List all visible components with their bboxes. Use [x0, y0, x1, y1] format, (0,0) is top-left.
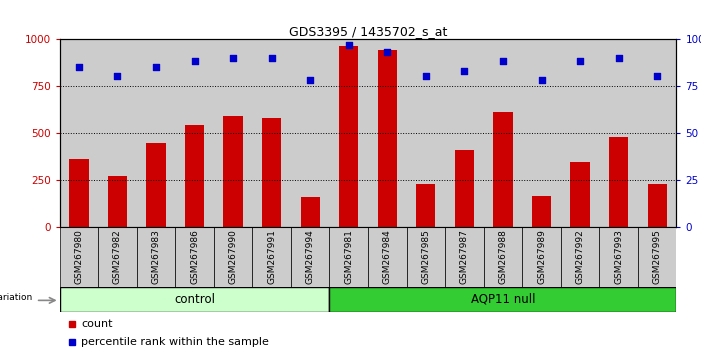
Bar [137, 39, 175, 227]
Text: GSM267994: GSM267994 [306, 230, 315, 284]
Bar [571, 162, 590, 227]
Text: GSM267989: GSM267989 [537, 230, 546, 285]
Bar [561, 39, 599, 227]
Bar [445, 227, 484, 287]
Bar [185, 125, 204, 227]
Bar [599, 227, 638, 287]
Bar [175, 39, 214, 227]
Bar [108, 176, 127, 227]
Text: genotype/variation: genotype/variation [0, 293, 33, 302]
Bar [60, 39, 98, 227]
Bar [98, 227, 137, 287]
Text: GSM267993: GSM267993 [614, 230, 623, 285]
Point [381, 49, 393, 55]
Bar [252, 39, 291, 227]
Point [613, 55, 624, 61]
Bar [368, 227, 407, 287]
Point [111, 74, 123, 79]
Text: GSM267991: GSM267991 [267, 230, 276, 285]
Point [189, 59, 200, 64]
Text: GSM267981: GSM267981 [344, 230, 353, 285]
Bar [416, 184, 435, 227]
Text: GSM267995: GSM267995 [653, 230, 662, 285]
Bar [532, 196, 551, 227]
Bar [69, 159, 88, 227]
Bar [291, 227, 329, 287]
Bar [329, 287, 676, 312]
Text: percentile rank within the sample: percentile rank within the sample [81, 337, 269, 347]
Bar [407, 227, 445, 287]
Bar [224, 116, 243, 227]
Point [266, 55, 278, 61]
Bar [638, 39, 676, 227]
Bar [60, 287, 329, 312]
Bar [368, 39, 407, 227]
Bar [638, 227, 676, 287]
Bar [648, 184, 667, 227]
Bar [407, 39, 445, 227]
Bar [60, 227, 98, 287]
Bar [214, 227, 252, 287]
Point [575, 59, 586, 64]
Bar [291, 39, 329, 227]
Point [498, 59, 509, 64]
Bar [484, 39, 522, 227]
Point [536, 78, 547, 83]
Bar [609, 137, 628, 227]
Bar [445, 39, 484, 227]
Point [343, 42, 354, 47]
Bar [455, 150, 474, 227]
Point [652, 74, 663, 79]
Bar [301, 198, 320, 227]
Text: GSM267992: GSM267992 [576, 230, 585, 284]
Text: GSM267988: GSM267988 [498, 230, 508, 285]
Bar [147, 143, 165, 227]
Bar [561, 227, 599, 287]
Bar [599, 39, 638, 227]
Text: GSM267987: GSM267987 [460, 230, 469, 285]
Text: GSM267985: GSM267985 [421, 230, 430, 285]
Text: AQP11 null: AQP11 null [470, 293, 536, 306]
Bar [98, 39, 137, 227]
Point [150, 64, 161, 70]
Bar [252, 227, 291, 287]
Bar [137, 227, 175, 287]
Point [421, 74, 432, 79]
Point [304, 78, 315, 83]
Bar [522, 39, 561, 227]
Bar [214, 39, 252, 227]
Text: control: control [174, 293, 215, 306]
Bar [329, 227, 368, 287]
Point [459, 68, 470, 74]
Point [227, 55, 238, 61]
Text: GSM267984: GSM267984 [383, 230, 392, 284]
Text: GSM267983: GSM267983 [151, 230, 161, 285]
Bar [378, 50, 397, 227]
Bar [484, 227, 522, 287]
Title: GDS3395 / 1435702_s_at: GDS3395 / 1435702_s_at [289, 25, 447, 38]
Bar [175, 227, 214, 287]
Text: count: count [81, 319, 113, 329]
Bar [329, 39, 368, 227]
Text: GSM267982: GSM267982 [113, 230, 122, 284]
Text: GSM267980: GSM267980 [74, 230, 83, 285]
Bar [262, 118, 281, 227]
Bar [522, 227, 561, 287]
Bar [494, 112, 512, 227]
Bar [339, 46, 358, 227]
Point [74, 64, 84, 70]
Text: GSM267986: GSM267986 [190, 230, 199, 285]
Text: GSM267990: GSM267990 [229, 230, 238, 285]
